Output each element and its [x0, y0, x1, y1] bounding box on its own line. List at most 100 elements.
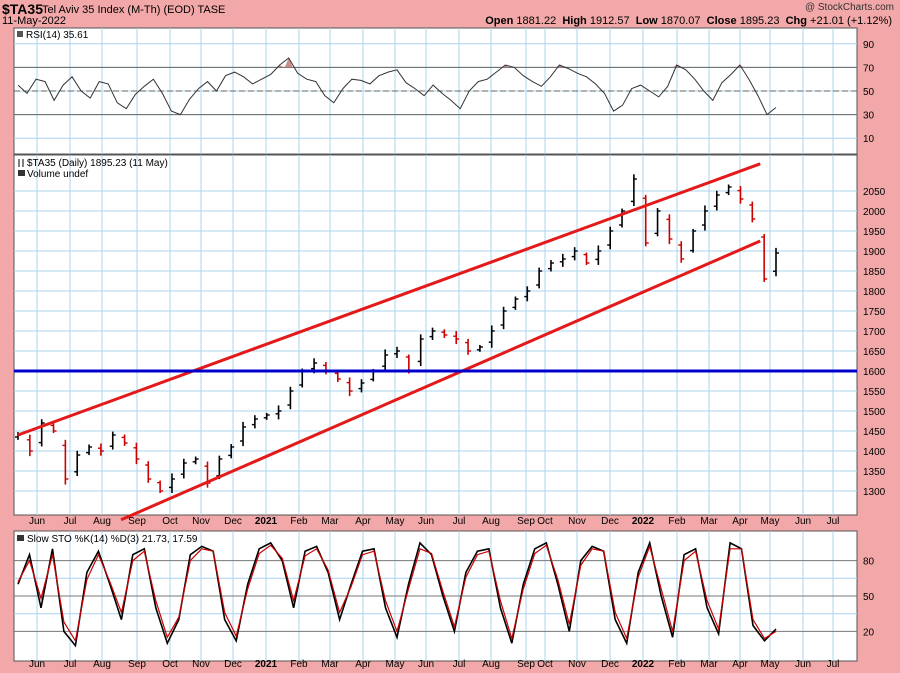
chg-value: +21.01 (+1.12%) — [810, 15, 892, 27]
x-tick-label: Jul — [827, 516, 840, 527]
x-tick-label: Apr — [355, 659, 371, 670]
x-tick-label: Dec — [224, 659, 242, 670]
price-tick-label: 1850 — [863, 267, 886, 278]
x-tick-label: Dec — [601, 659, 619, 670]
sto-legend: Slow STO %K(14) %D(3) 21.73, 17.59 — [27, 534, 198, 545]
open-label: Open — [485, 15, 514, 27]
x-tick-label: Feb — [290, 659, 308, 670]
channel-lower — [120, 239, 761, 522]
stoch-d-line — [17, 544, 777, 643]
x-tick-label: Sep — [128, 659, 146, 670]
x-tick-label: Nov — [568, 516, 586, 527]
close-value: 1895.23 — [739, 15, 780, 27]
price-tick-label: 1550 — [863, 387, 886, 398]
x-tick-label: Nov — [192, 516, 210, 527]
x-tick-label: May — [761, 516, 780, 527]
x-tick-label: Jul — [64, 659, 77, 670]
rsi-legend: RSI(14) 35.61 — [26, 30, 89, 41]
rsi-tick-label: 30 — [863, 111, 875, 122]
price-tick-label: 1950 — [863, 227, 886, 238]
x-tick-label: May — [761, 659, 780, 670]
rsi-line — [17, 57, 777, 116]
price-tick-label: 1300 — [863, 487, 886, 498]
price-tick-label: 1450 — [863, 427, 886, 438]
low-value: 1870.07 — [660, 15, 701, 27]
price-tick-label: 1350 — [863, 467, 886, 478]
x-tick-label: Jul — [64, 516, 77, 527]
price-tick-label: 1800 — [863, 287, 886, 298]
x-tick-label: Nov — [192, 659, 210, 670]
x-tick-label: 2021 — [255, 659, 278, 670]
symbol-title: $TA35 — [2, 1, 43, 17]
x-tick-label: Jun — [29, 516, 45, 527]
price-tick-label: 1750 — [863, 307, 886, 318]
quote-summary: Open 1881.22 High 1912.57 Low 1870.07 Cl… — [485, 15, 892, 27]
rsi-tick-label: 50 — [863, 87, 875, 98]
price-tick-label: 1700 — [863, 327, 886, 338]
sto-tick-label: 20 — [863, 627, 875, 638]
x-tick-label: Oct — [537, 659, 553, 670]
chg-label: Chg — [785, 15, 807, 27]
price-panel — [13, 154, 858, 516]
x-tick-label: Oct — [162, 516, 178, 527]
x-tick-label: Mar — [700, 516, 718, 527]
channel-upper — [17, 162, 761, 437]
rsi-tick-label: 10 — [863, 134, 875, 145]
x-tick-label: Feb — [668, 659, 686, 670]
rsi-tick-label: 90 — [863, 40, 875, 51]
price-tick-label: 2000 — [863, 207, 886, 218]
x-tick-label: Dec — [224, 516, 242, 527]
x-tick-label: 2022 — [632, 659, 655, 670]
x-tick-label: Nov — [568, 659, 586, 670]
x-tick-label: Jun — [795, 516, 811, 527]
price-tick-label: 1900 — [863, 247, 886, 258]
rsi-overbought-fill — [672, 65, 681, 68]
x-tick-label: Dec — [601, 516, 619, 527]
x-tick-label: Aug — [93, 659, 111, 670]
sto-legend-swatch — [17, 535, 24, 541]
price-tick-label: 1500 — [863, 407, 886, 418]
x-tick-label: Jul — [827, 659, 840, 670]
x-tick-label: Jun — [29, 659, 45, 670]
rsi-tick-label: 70 — [863, 63, 875, 74]
high-label: High — [562, 15, 587, 27]
x-tick-label: Jun — [418, 659, 434, 670]
x-tick-label: Oct — [537, 516, 553, 527]
x-tick-label: Feb — [668, 516, 686, 527]
x-tick-label: Oct — [162, 659, 178, 670]
price-legend: $TA35 (Daily) 1895.23 (11 May) — [27, 158, 168, 169]
x-tick-label: Apr — [732, 659, 748, 670]
stoch-k-line — [17, 540, 777, 648]
x-tick-label: May — [386, 659, 405, 670]
x-tick-label: Apr — [732, 516, 748, 527]
x-tick-label: Aug — [482, 516, 500, 527]
chart-date: 11-May-2022 — [2, 15, 66, 27]
x-tick-label: Jun — [795, 659, 811, 670]
volume-legend-swatch — [18, 170, 25, 176]
low-label: Low — [635, 15, 658, 27]
x-tick-label: 2021 — [255, 516, 278, 527]
price-tick-label: 1600 — [863, 367, 886, 378]
price-tick-label: 1400 — [863, 447, 886, 458]
open-value: 1881.22 — [516, 15, 557, 27]
rsi-overbought-fill — [284, 57, 293, 68]
x-tick-label: 2022 — [632, 516, 655, 527]
x-tick-label: Mar — [321, 516, 339, 527]
stockcharts-watermark: @ StockCharts.com — [804, 2, 894, 13]
sto-tick-label: 50 — [863, 592, 875, 603]
x-tick-label: Jul — [453, 516, 466, 527]
sto-tick-label: 80 — [863, 557, 875, 568]
x-tick-label: Aug — [93, 516, 111, 527]
x-tick-label: Jun — [418, 516, 434, 527]
rsi-legend-swatch — [17, 31, 23, 37]
x-tick-label: Mar — [321, 659, 339, 670]
x-tick-label: Apr — [355, 516, 371, 527]
x-tick-label: Aug — [482, 659, 500, 670]
close-label: Close — [706, 15, 737, 27]
high-value: 1912.57 — [589, 15, 630, 27]
x-tick-label: Mar — [700, 659, 718, 670]
price-tick-label: 2050 — [863, 187, 886, 198]
x-tick-label: Jul — [453, 659, 466, 670]
